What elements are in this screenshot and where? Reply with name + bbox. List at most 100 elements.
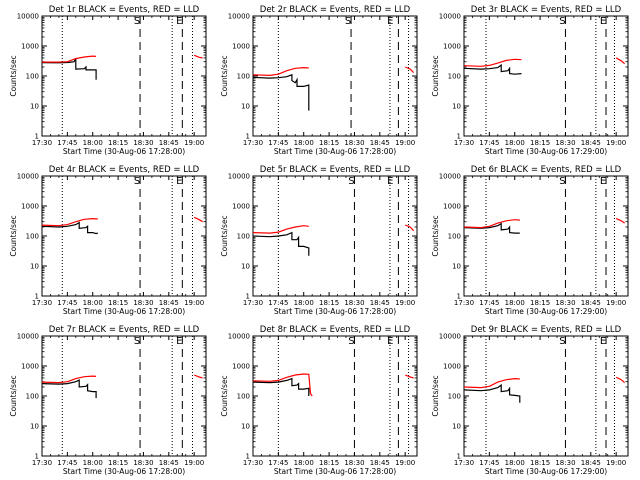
x-tick-label: 17:30 [454,139,474,147]
detector-panel: Det 1r BLACK = Events, RED = LLD 1 10 100 10… [9,5,207,156]
event-marker-label: E [387,16,393,27]
y-tick-label: 100 [26,73,39,81]
y-tick-label: 10 [452,103,461,111]
x-tick-label: 18:15 [108,299,128,307]
y-axis-label: Counts/sec [9,55,18,96]
plot-frame [463,175,629,297]
x-tick-label: 18:15 [319,139,339,147]
y-tick-label: 10000 [439,13,461,21]
panel-title: Det 8r BLACK = Events, RED = LLD [260,325,411,335]
y-tick-label: 10000 [17,333,39,341]
y-tick-label: 100 [26,233,39,241]
x-tick-label: 18:15 [530,459,550,467]
x-tick-label: 18:30 [344,139,364,147]
lld-series-line [615,57,625,65]
y-tick-label: 10 [241,423,250,431]
y-tick-label: 1 [246,453,250,461]
x-tick-label: 17:45 [268,139,288,147]
y-tick-label: 1000 [21,203,39,211]
x-tick-label: 19:00 [395,299,415,307]
x-axis-label: Start Time (30-Aug-06 17:29:00) [485,467,607,476]
x-tick-label: 18:00 [505,299,525,307]
events-series-line [41,221,98,235]
lld-series-line [193,216,203,223]
x-tick-label: 18:45 [581,139,601,147]
y-tick-label: 100 [448,233,461,241]
x-tick-label: 18:30 [344,299,364,307]
x-tick-label: 18:30 [555,459,575,467]
panel-title: Det 4r BLACK = Events, RED = LLD [49,165,200,175]
y-tick-label: 10000 [439,173,461,181]
panel-title: Det 9r BLACK = Events, RED = LLD [471,325,622,335]
panel-title: Det 2r BLACK = Events, RED = LLD [260,5,411,15]
y-tick-label: 10 [30,103,39,111]
lld-series-line [615,376,625,384]
y-axis-label: Counts/sec [431,215,440,256]
x-axis-label: Start Time (30-Aug-06 17:28:00) [63,147,185,156]
x-tick-label: 18:45 [159,459,179,467]
x-tick-label: 18:00 [294,459,314,467]
y-tick-label: 10000 [228,333,250,341]
y-tick-label: 1000 [232,203,250,211]
x-axis-label: Start Time (30-Aug-06 17:29:00) [485,147,607,156]
x-tick-label: 19:00 [184,139,204,147]
y-tick-label: 1 [246,293,250,301]
y-tick-label: 1000 [232,43,250,51]
event-marker-label: E [600,16,606,27]
x-tick-label: 18:15 [108,139,128,147]
y-tick-label: 10000 [439,333,461,341]
lld-series-line [41,217,98,227]
x-tick-label: 17:45 [268,459,288,467]
x-axis-label: Start Time (30-Aug-06 17:28:00) [274,307,396,316]
y-tick-label: 10 [241,263,250,271]
x-tick-label: 18:00 [505,139,525,147]
lld-series-line [404,374,414,379]
y-axis-label: Counts/sec [9,215,18,256]
events-series-line [41,58,97,80]
detector-panel: Det 9r BLACK = Events, RED = LLD 1 10 100 10… [431,325,629,476]
events-series-line [41,379,97,399]
x-axis-label: Start Time (30-Aug-06 17:29:00) [485,307,607,316]
y-axis-label: Counts/sec [220,375,229,416]
panel-title: Det 7r BLACK = Events, RED = LLD [49,325,200,335]
x-tick-label: 18:45 [159,299,179,307]
event-marker-label: E [176,176,182,187]
x-tick-label: 19:00 [184,299,204,307]
events-series-line [463,63,522,75]
x-tick-label: 17:45 [57,299,77,307]
plot-frame [252,15,418,137]
x-tick-label: 17:45 [479,139,499,147]
lld-series-line [193,374,203,379]
plot-frame [41,335,207,457]
y-tick-label: 1000 [21,363,39,371]
x-tick-label: 18:15 [319,459,339,467]
plot-frame [463,15,629,137]
x-tick-label: 19:00 [606,139,626,147]
x-tick-label: 18:30 [133,139,153,147]
y-axis-label: Counts/sec [431,55,440,96]
x-tick-label: 18:30 [133,459,153,467]
events-series-line [463,383,521,403]
x-tick-label: 17:30 [32,299,52,307]
event-marker-label: E [387,336,393,347]
y-tick-label: 10 [30,263,39,271]
y-tick-label: 1 [457,293,461,301]
y-tick-label: 10000 [17,13,39,21]
x-tick-label: 17:45 [268,299,288,307]
event-marker-label: E [387,176,393,187]
x-tick-label: 18:45 [581,459,601,467]
y-tick-label: 10000 [228,13,250,21]
x-tick-label: 17:30 [32,459,52,467]
y-axis-label: Counts/sec [431,375,440,416]
event-marker-label: E [600,176,606,187]
y-tick-label: 1000 [443,363,461,371]
y-axis-label: Counts/sec [9,375,18,416]
x-tick-label: 17:30 [243,299,263,307]
x-axis-label: Start Time (30-Aug-06 17:28:00) [63,307,185,316]
x-tick-label: 18:15 [319,299,339,307]
event-marker-label: S [559,16,565,27]
x-tick-label: 19:00 [395,459,415,467]
plot-frame [463,335,629,457]
x-tick-label: 18:45 [370,139,390,147]
